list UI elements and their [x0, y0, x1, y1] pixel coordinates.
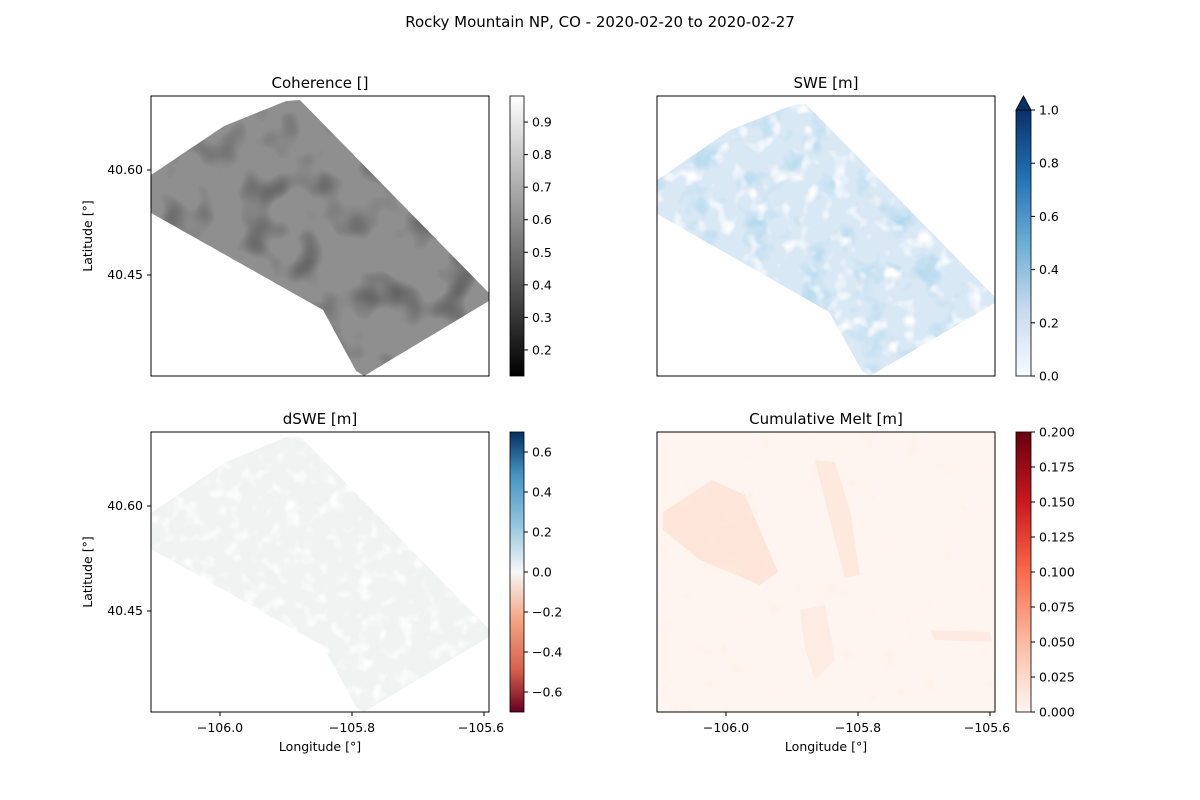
- colorbar-tick-label: 0.3: [532, 310, 552, 325]
- x-tick-label: −105.6: [458, 720, 504, 735]
- y-tick-label: 40.60: [107, 498, 143, 513]
- y-tick-label: 40.45: [107, 603, 143, 618]
- colorbar-dswe: 0.6 0.4 0.2 0.0 −0.2 −0.4 −0.6: [509, 431, 562, 713]
- colorbar-tick-label: 0.6: [532, 212, 552, 227]
- axes-frame: [656, 95, 996, 377]
- axes-frame: [150, 95, 490, 377]
- x-ticks: −106.0 −105.8 −105.6: [703, 712, 1010, 735]
- melt-map: [657, 432, 995, 712]
- panel-title: SWE [m]: [794, 74, 859, 92]
- colorbar-tick-label: 0.025: [1039, 670, 1075, 685]
- colorbar-tick-label: 0.200: [1039, 425, 1075, 440]
- y-tick-label: 40.45: [107, 267, 143, 282]
- colorbar-tick-label: 0.9: [532, 115, 552, 130]
- x-axis-label: Longitude [°]: [785, 739, 867, 754]
- x-axis-label: Longitude [°]: [279, 739, 361, 754]
- colorbar-tick-label: −0.6: [532, 685, 562, 700]
- panel-title: Cumulative Melt [m]: [749, 410, 903, 428]
- x-tick-label: −105.6: [964, 720, 1010, 735]
- x-tick-label: −106.0: [197, 720, 243, 735]
- x-tick-label: −105.8: [329, 720, 375, 735]
- colorbar-gradient: [509, 95, 525, 377]
- colorbar-gradient: [1015, 431, 1032, 713]
- colorbar-tick-label: 0.8: [1039, 156, 1059, 171]
- colorbar-tick-label: 0.175: [1039, 460, 1075, 475]
- colorbar-tick-label: 0.5: [532, 245, 552, 260]
- colorbar-tick-label: 0.2: [532, 525, 552, 540]
- colorbar-tick-label: 0.125: [1039, 530, 1075, 545]
- colorbar-tick-label: 0.050: [1039, 635, 1075, 650]
- colorbar-coherence: 0.2 0.3 0.4 0.5 0.6 0.7 0.8 0.9: [509, 95, 552, 377]
- colorbar-gradient: [509, 431, 525, 713]
- x-tick-label: −106.0: [703, 720, 749, 735]
- y-ticks: 40.60 40.45: [107, 498, 151, 618]
- colorbar-tick-label: 0.4: [1039, 262, 1059, 277]
- colorbar-tick-label: 1.0: [1039, 103, 1059, 118]
- axes-frame: [656, 431, 996, 713]
- y-tick-label: 40.60: [107, 162, 143, 177]
- colorbar-tick-label: 0.0: [532, 565, 552, 580]
- colorbar-melt: 0.000 0.025 0.050 0.075 0.100 0.125 0.150 0.175…: [1015, 425, 1075, 720]
- y-axis-label: Latitude [°]: [80, 200, 95, 271]
- colorbar-tick-label: 0.4: [532, 485, 552, 500]
- colorbar-tick-label: −0.4: [532, 645, 562, 660]
- colorbar-gradient: [1015, 109, 1032, 377]
- colorbar-tick-label: 0.8: [532, 147, 552, 162]
- colorbar-tick-label: 0.150: [1039, 495, 1075, 510]
- colorbar-tick-label: 0.2: [1039, 315, 1059, 330]
- figure-suptitle: Rocky Mountain NP, CO - 2020-02-20 to 20…: [405, 13, 795, 31]
- colorbar-tick-label: 0.2: [532, 342, 552, 357]
- colorbar-swe: 0.0 0.2 0.4 0.6 0.8 1.0: [1015, 95, 1059, 384]
- axes-frame: [150, 431, 490, 713]
- colorbar-tick-label: 0.7: [532, 180, 552, 195]
- colorbar-tick-label: 0.6: [532, 445, 552, 460]
- x-tick-label: −105.8: [835, 720, 881, 735]
- colorbar-extend-arrow: [1015, 95, 1032, 111]
- y-axis-label: Latitude [°]: [80, 536, 95, 607]
- colorbar-tick-label: 0.6: [1039, 209, 1059, 224]
- colorbar-tick-label: 0.4: [532, 277, 552, 292]
- colorbar-tick-label: 0.0: [1039, 369, 1059, 384]
- colorbar-tick-label: 0.075: [1039, 600, 1075, 615]
- panel-cumulative-melt: Cumulative Melt [m] −106.0 −105.8 −105.6…: [656, 410, 1075, 754]
- x-ticks: −106.0 −105.8 −105.6: [197, 712, 504, 735]
- panel-title: Coherence []: [272, 74, 369, 92]
- y-ticks: 40.60 40.45: [107, 162, 151, 282]
- panel-title: dSWE [m]: [283, 410, 357, 428]
- colorbar-tick-label: 0.100: [1039, 565, 1075, 580]
- colorbar-tick-label: −0.2: [532, 605, 562, 620]
- colorbar-tick-label: 0.000: [1039, 705, 1075, 720]
